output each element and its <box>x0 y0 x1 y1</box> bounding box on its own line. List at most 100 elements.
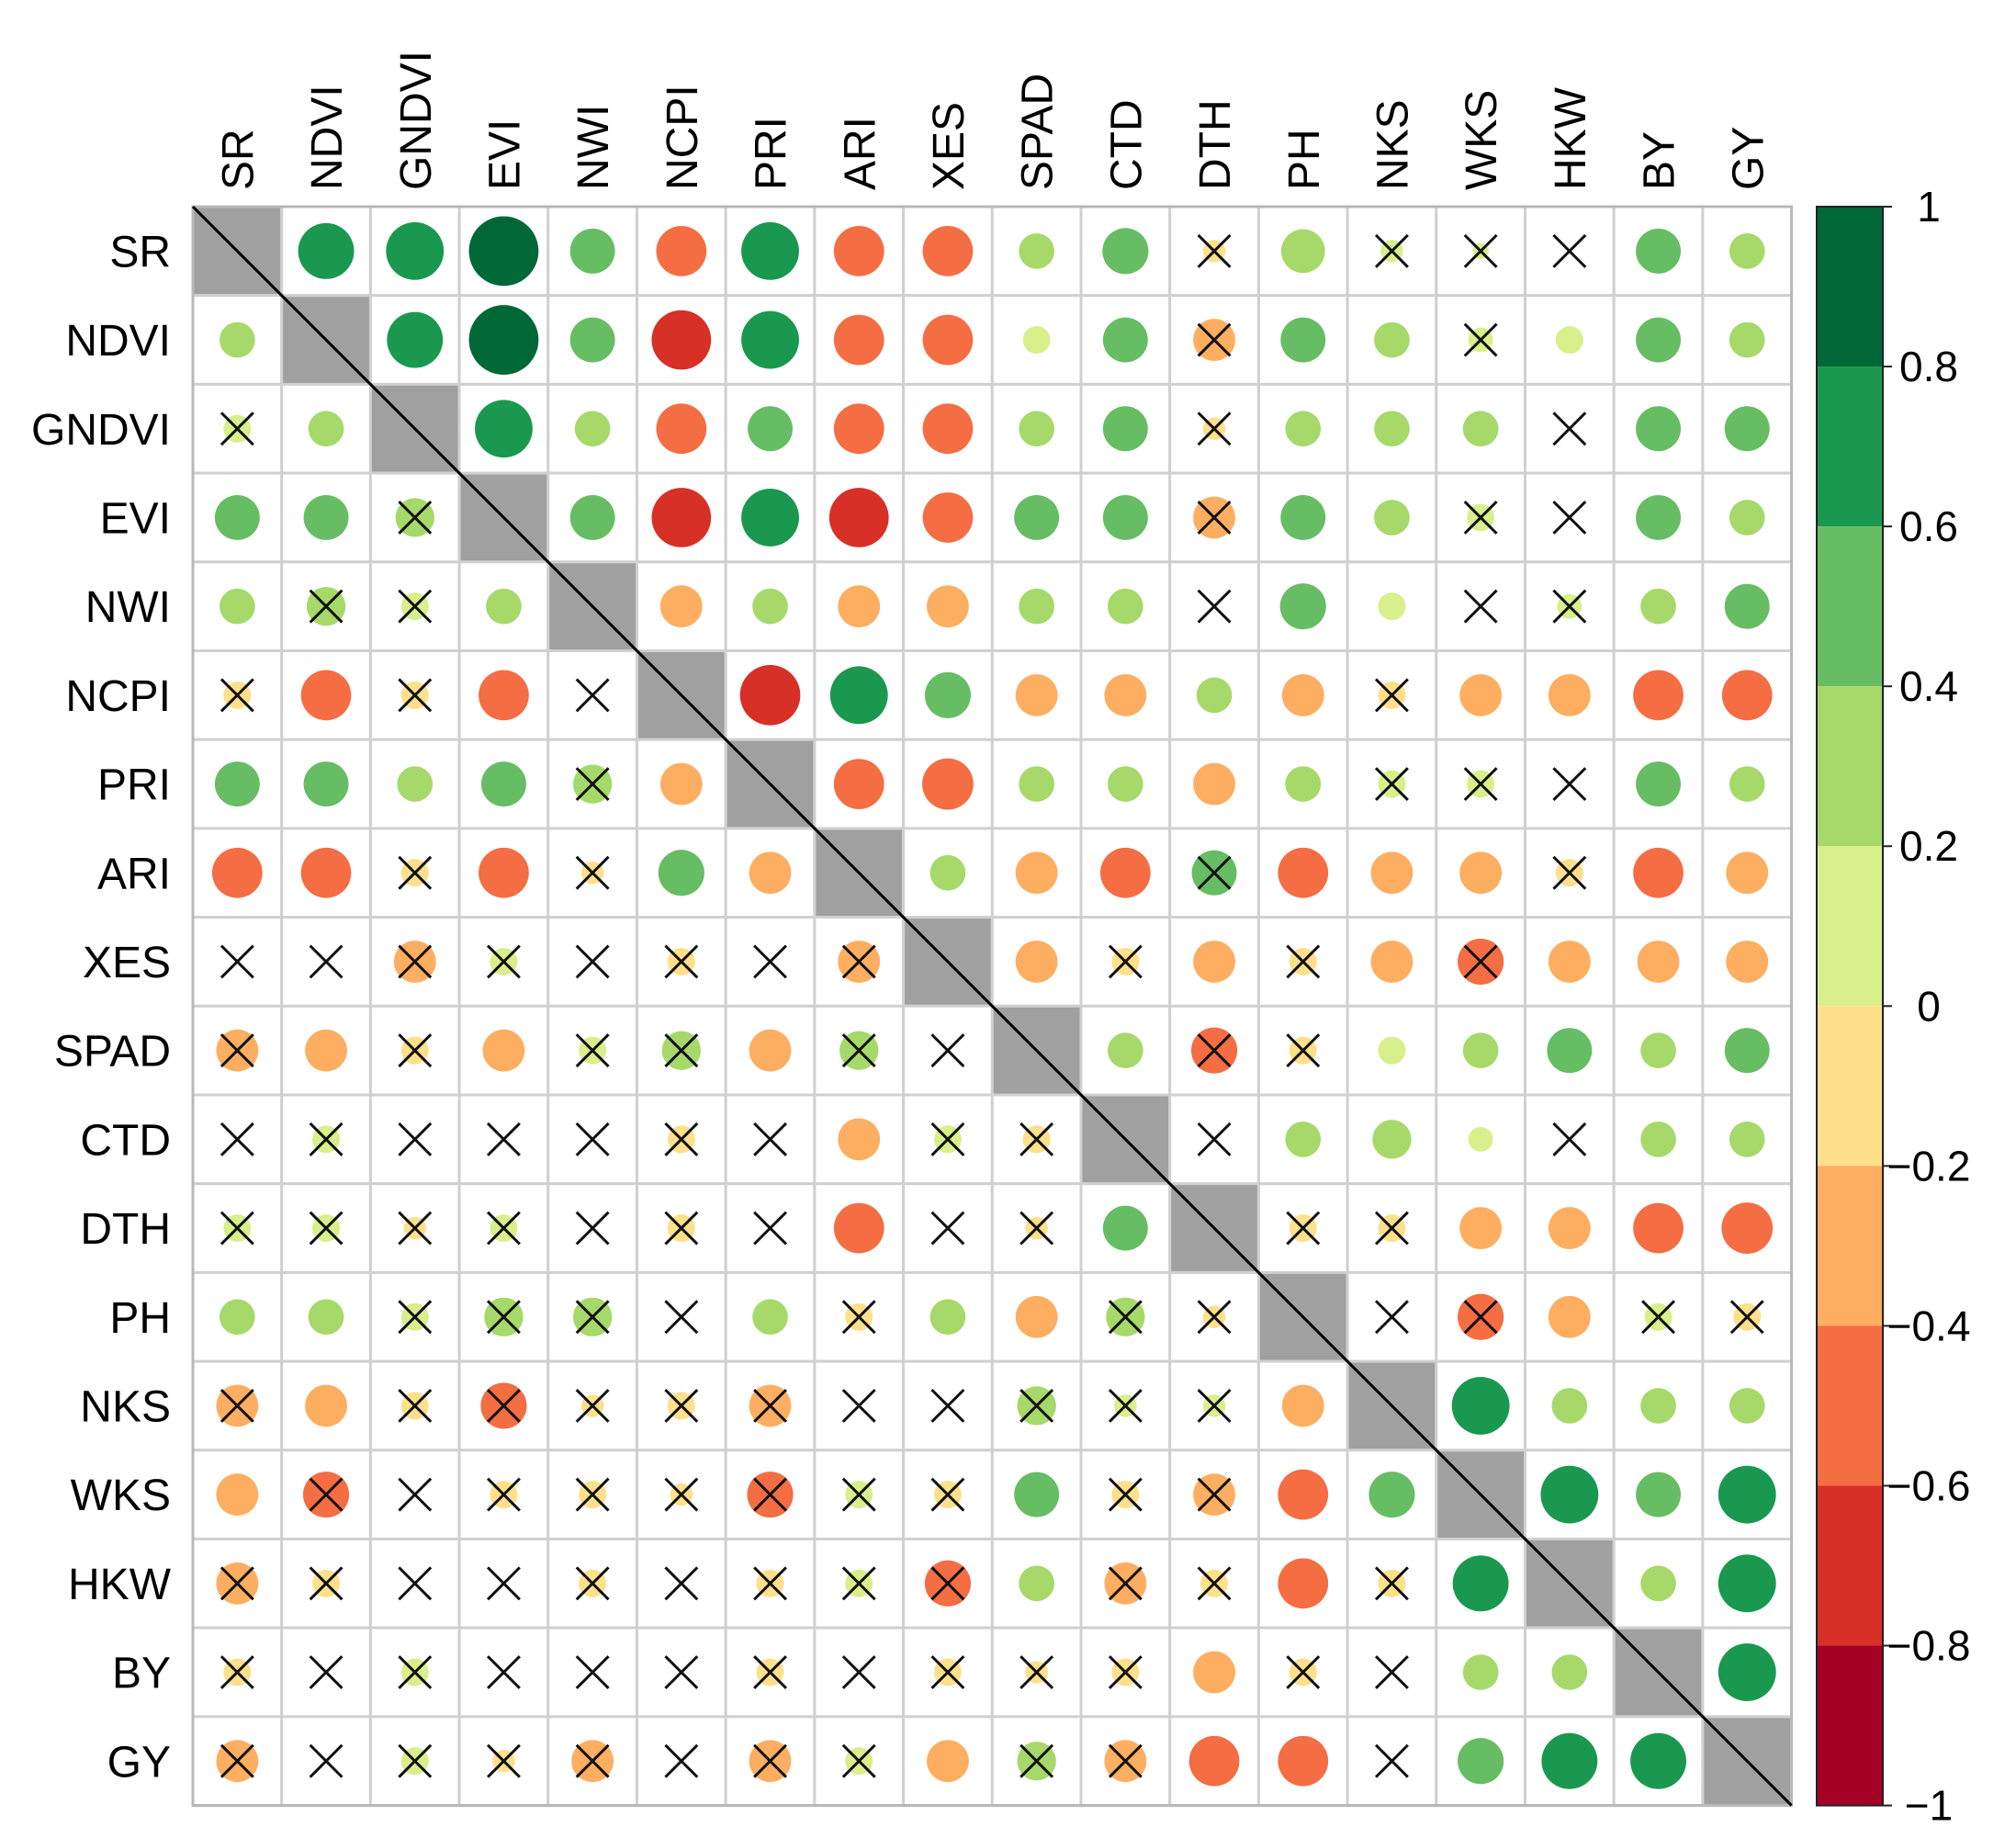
correlation-circle-HKW-GY <box>1718 1554 1776 1613</box>
row-label-ndvi: NDVI <box>65 317 171 366</box>
correlation-circle-EVI-NWI <box>569 494 615 540</box>
correlation-circle-GNDVI-NKS <box>1374 411 1410 447</box>
not-significant-cross <box>1374 1743 1409 1778</box>
colorbar-bin <box>1817 686 1883 847</box>
not-significant-cross <box>664 1655 699 1690</box>
cross-stroke <box>398 855 433 890</box>
not-significant-cross <box>664 944 699 979</box>
correlation-circle-GY-WKS <box>1458 1738 1504 1785</box>
correlation-circle-SR-XES <box>922 225 974 276</box>
not-significant-cross <box>1552 233 1587 268</box>
not-significant-cross <box>220 1033 254 1068</box>
column-label-nwi: NWI <box>569 105 618 190</box>
row-label-by: BY <box>112 1650 171 1698</box>
cross-stroke <box>486 1300 521 1335</box>
not-significant-cross <box>575 1211 610 1246</box>
column-label-by: BY <box>1636 131 1684 190</box>
correlation-circle-NCPI-NDVI <box>300 670 352 721</box>
correlation-circle-ARI-GY <box>1726 851 1769 895</box>
correlation-circle-NDVI-EVI <box>468 305 539 375</box>
cross-stroke <box>753 1655 788 1690</box>
not-significant-cross <box>1019 1211 1054 1246</box>
colorbar-bin <box>1817 1166 1883 1326</box>
correlation-circle-HKW-PH <box>1278 1558 1329 1609</box>
not-significant-cross <box>841 1477 876 1512</box>
correlation-circle-SPAD-CTD <box>1108 1032 1143 1068</box>
not-significant-cross <box>930 1566 965 1601</box>
correlation-circle-NKS-BY <box>1640 1388 1676 1424</box>
correlation-circle-GNDVI-PH <box>1285 411 1322 447</box>
not-significant-cross <box>398 589 433 624</box>
cross-stroke <box>398 500 433 535</box>
not-significant-cross <box>575 767 610 802</box>
not-significant-cross <box>1197 412 1232 446</box>
not-significant-cross <box>575 1566 610 1601</box>
colorbar-bin <box>1817 366 1883 527</box>
not-significant-cross <box>1108 1300 1143 1335</box>
cross-stroke <box>1286 1033 1321 1068</box>
not-significant-cross <box>930 1477 965 1512</box>
colorbar-tick-label: −0.4 <box>1887 1302 1971 1349</box>
not-significant-cross <box>841 1033 876 1068</box>
cross-stroke <box>1286 944 1321 979</box>
cross-stroke <box>220 1211 254 1246</box>
cross-stroke <box>309 1566 344 1601</box>
correlation-circle-WKS-SPAD <box>1014 1472 1060 1517</box>
correlation-circle-SR-PRI <box>741 221 799 280</box>
column-label-evi: EVI <box>480 119 529 190</box>
not-significant-cross <box>753 1122 788 1156</box>
cross-stroke <box>575 1743 610 1778</box>
cross-stroke <box>1463 322 1498 357</box>
not-significant-cross <box>1463 1300 1498 1335</box>
colorbar-tick-label: −1 <box>1905 1782 1953 1830</box>
correlation-circle-GY-XES <box>927 1740 969 1783</box>
correlation-circle-PH-NDVI <box>308 1299 344 1336</box>
cross-stroke <box>1374 767 1409 802</box>
colorbar-tick-label: 0.2 <box>1899 822 1958 870</box>
row-label-nks: NKS <box>80 1382 171 1431</box>
correlation-circle-XES-DTH <box>1193 941 1235 983</box>
correlation-circle-NWI-GY <box>1724 583 1770 629</box>
row-label-pri: PRI <box>97 761 171 810</box>
cross-stroke <box>309 1477 344 1512</box>
column-label-dth: DTH <box>1191 99 1240 190</box>
not-significant-cross <box>664 1122 699 1156</box>
correlation-circle-CTD-WKS <box>1468 1126 1493 1152</box>
cross-stroke <box>1552 855 1587 890</box>
correlation-circle-PH-HKW <box>1548 1295 1591 1338</box>
not-significant-cross <box>398 1211 433 1246</box>
correlation-circle-PRI-EVI <box>480 761 526 807</box>
cross-stroke <box>930 1566 965 1601</box>
cross-stroke <box>1019 1122 1054 1156</box>
correlation-circle-SR-CTD <box>1102 228 1149 275</box>
colorbar-bin <box>1817 207 1883 367</box>
column-label-wks: WKS <box>1458 90 1506 190</box>
cross-stroke <box>1552 500 1587 535</box>
correlation-circle-NCPI-WKS <box>1459 673 1503 716</box>
not-significant-cross <box>1552 855 1587 890</box>
correlation-circle-EVI-BY <box>1636 494 1682 540</box>
row-label-hkw: HKW <box>68 1561 172 1609</box>
correlation-circle-PRI-GY <box>1729 766 1765 802</box>
cross-stroke <box>220 1388 254 1423</box>
matrix-cell <box>1524 1270 1616 1363</box>
correlation-circle-GNDVI-ARI <box>833 403 884 455</box>
correlation-circle-GNDVI-CTD <box>1102 406 1148 452</box>
correlation-circle-DTH-HKW <box>1548 1207 1591 1249</box>
cross-stroke <box>1374 1743 1409 1778</box>
not-significant-cross <box>220 412 254 446</box>
correlation-circle-ARI-PRI <box>749 851 792 895</box>
row-label-ari: ARI <box>97 850 171 898</box>
correlation-circle-SR-SPAD <box>1019 233 1054 269</box>
cross-stroke <box>664 1655 699 1690</box>
correlation-circle-SR-ARI <box>833 225 884 276</box>
cross-stroke <box>220 1566 254 1601</box>
correlation-circle-HKW-BY <box>1640 1565 1676 1602</box>
row-label-spad: SPAD <box>54 1028 171 1077</box>
correlation-circle-BY-GY <box>1718 1643 1776 1701</box>
cross-stroke <box>1374 1566 1409 1601</box>
correlation-circle-ARI-EVI <box>479 847 529 898</box>
correlation-circle-NWI-EVI <box>486 588 522 625</box>
not-significant-cross <box>1552 1122 1587 1156</box>
correlation-circle-EVI-XES <box>922 492 974 543</box>
